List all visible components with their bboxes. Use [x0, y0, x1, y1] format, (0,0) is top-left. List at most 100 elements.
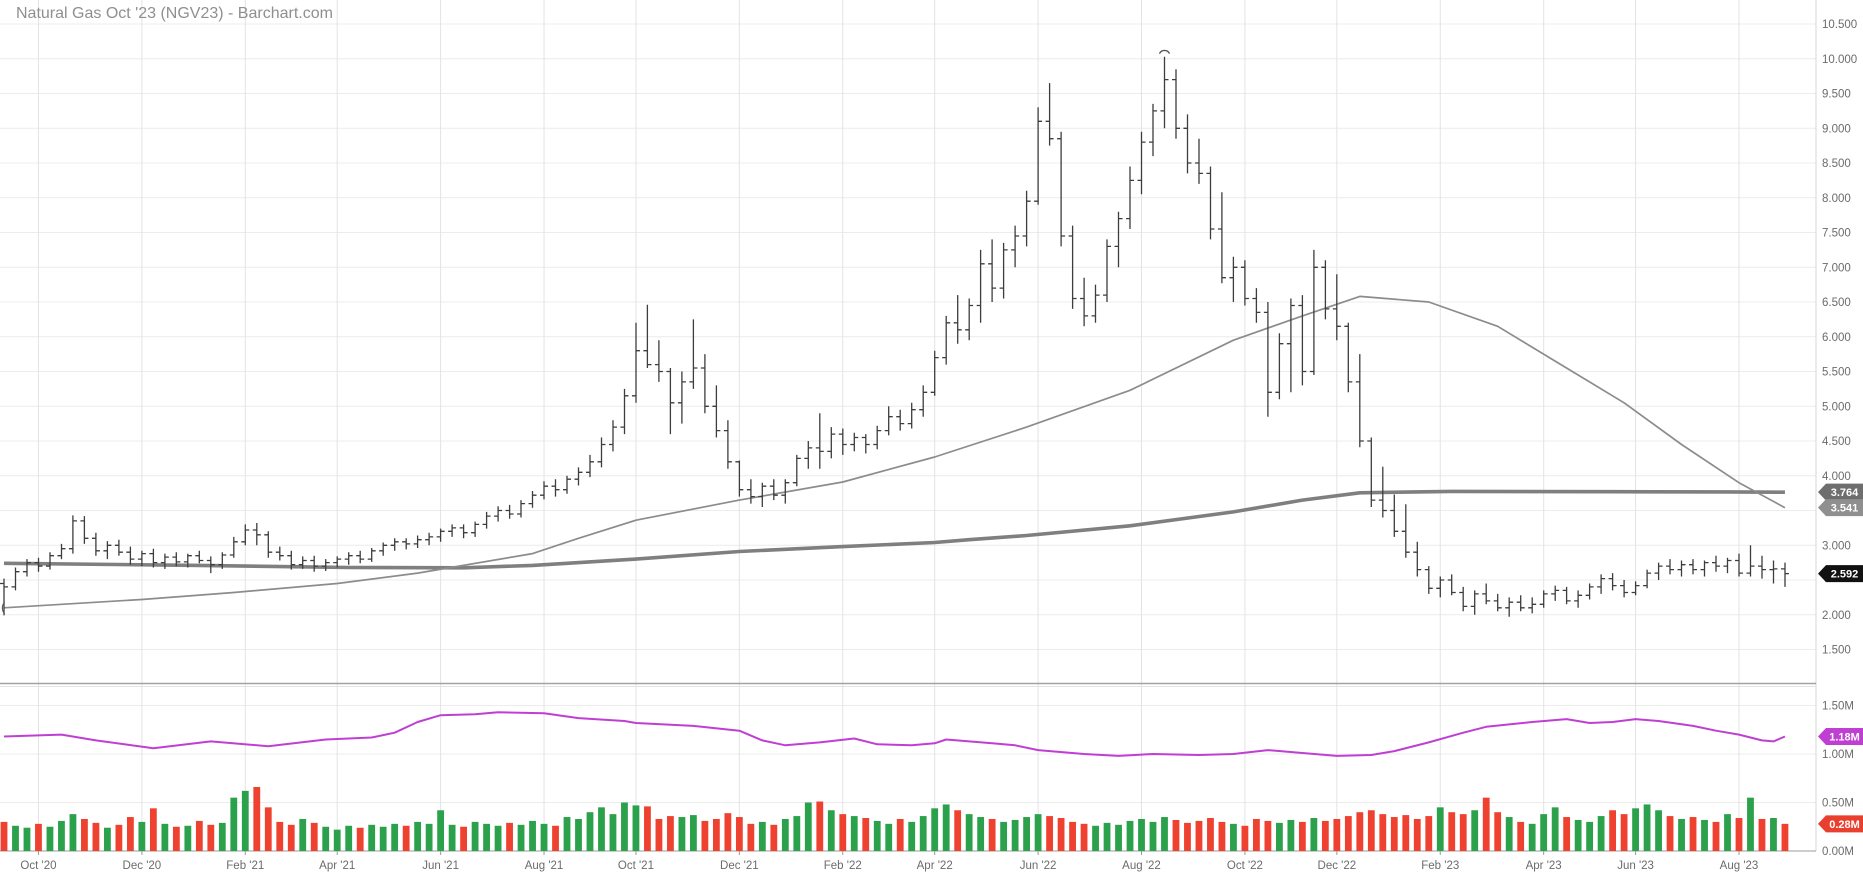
axis-tag-label: 0.28M: [1829, 819, 1860, 831]
price-axis-label: 10.000: [1822, 54, 1857, 66]
ohlc-bar: [1309, 249, 1318, 375]
volume-bar: [1678, 818, 1685, 851]
volume-bar: [379, 826, 387, 851]
ohlc-bar: [1734, 553, 1743, 577]
price-axis-label: 9.000: [1822, 123, 1851, 135]
volume-bar: [827, 810, 835, 851]
ohlc-bar: [1298, 295, 1307, 386]
ohlc-bar: [482, 511, 491, 529]
volume-bar: [184, 825, 192, 851]
ohlc-bar: [1562, 586, 1571, 605]
volume-bar: [1528, 823, 1536, 851]
ohlc-bar: [563, 475, 572, 494]
ohlc-bar: [22, 559, 31, 577]
ohlc-bar: [1137, 131, 1146, 195]
volume-bar: [161, 823, 169, 851]
ohlc-bar: [1677, 560, 1686, 577]
ohlc-bar: [206, 556, 215, 574]
price-axis-label: 8.500: [1822, 158, 1851, 170]
volume-bar: [391, 823, 399, 851]
volume-bar: [850, 816, 858, 851]
ohlc-bar: [999, 242, 1008, 299]
ohlc-bar: [149, 548, 158, 568]
ohlc-bar: [1321, 260, 1330, 320]
ohlc-bar: [574, 467, 583, 486]
volume-bar: [1505, 817, 1513, 851]
volume-bar: [12, 825, 19, 851]
ohlc-bar: [631, 322, 640, 403]
volume-bar: [230, 797, 238, 851]
volume-bar: [1551, 807, 1559, 851]
volume-bar: [1563, 817, 1571, 851]
x-axis-label: Feb '22: [824, 860, 862, 872]
volume-bar: [276, 821, 284, 851]
ohlc-bar: [379, 542, 388, 556]
volume-bar: [931, 808, 939, 851]
x-axis-label: Aug '21: [525, 860, 564, 872]
ohlc-bar: [1620, 580, 1629, 598]
volume-bar: [299, 818, 307, 851]
volume-bar: [735, 817, 743, 851]
ohlc-bar: [344, 552, 353, 565]
x-axis-label: Dec '21: [720, 860, 759, 872]
volume-bar: [1218, 821, 1226, 851]
volume-bar: [965, 814, 973, 851]
ohlc-bar: [1436, 576, 1445, 598]
ohlc-bar: [413, 535, 422, 548]
ohlc-bar: [953, 295, 962, 344]
ohlc-bar: [1252, 288, 1261, 323]
ohlc-bar: [333, 556, 342, 568]
x-axis-label: Jun '21: [422, 860, 459, 872]
volume-bar: [218, 822, 226, 851]
ohlc-bar: [1769, 560, 1778, 584]
volume-bar: [1379, 814, 1387, 851]
ohlc-bar: [1378, 466, 1387, 518]
ohlc-bar: [1666, 559, 1675, 575]
volume-bar: [322, 826, 330, 851]
volume-bar: [0, 821, 8, 851]
ohlc-bar: [1585, 583, 1594, 600]
x-axis-label: Oct '20: [20, 860, 56, 872]
volume-bar: [1057, 818, 1065, 851]
axis-tag: [1818, 728, 1863, 746]
volume-bar: [494, 825, 502, 851]
ohlc-bar: [1332, 274, 1341, 341]
volume-bar: [839, 814, 847, 851]
ohlc-bar: [1286, 298, 1295, 393]
ohlc-bar: [517, 500, 526, 518]
volume-bar: [1390, 817, 1398, 851]
volume-bar: [1310, 818, 1318, 851]
ohlc-bar: [183, 553, 192, 568]
volume-bar: [1195, 820, 1203, 851]
volume-bar: [758, 821, 766, 851]
ohlc-bar: [1516, 595, 1525, 612]
volume-bar: [1666, 816, 1674, 851]
volume-bar: [23, 827, 31, 851]
ohlc-bar: [448, 524, 457, 537]
ohlc-bar: [1171, 69, 1180, 139]
volume-bar: [1586, 821, 1594, 851]
volume-bar: [1540, 814, 1548, 851]
ohlc-bar: [1057, 131, 1066, 247]
volume-bar: [1253, 818, 1260, 851]
volume-bar: [781, 818, 789, 851]
sma-short-line: [3, 295, 1786, 609]
ohlc-bar: [1689, 559, 1698, 575]
volume-bar: [609, 814, 617, 851]
ohlc-bar: [91, 532, 100, 556]
price-axis-label: 3.000: [1822, 540, 1851, 552]
ohlc-bar: [540, 481, 549, 500]
volume-bar: [1080, 823, 1088, 851]
x-axis-label: Jun '23: [1617, 860, 1654, 872]
volume-bar: [540, 823, 548, 851]
volume-bar: [1264, 820, 1272, 851]
volume-bar: [1344, 816, 1352, 851]
volume-bar: [862, 818, 870, 851]
ohlc-bar: [1045, 83, 1054, 146]
axis-tag-label: 2.592: [1831, 569, 1859, 581]
ohlc-bar: [1401, 504, 1410, 558]
price-axis-label: 10.500: [1822, 19, 1857, 31]
ohlc-bar: [528, 491, 537, 508]
volume-bar: [402, 825, 410, 851]
